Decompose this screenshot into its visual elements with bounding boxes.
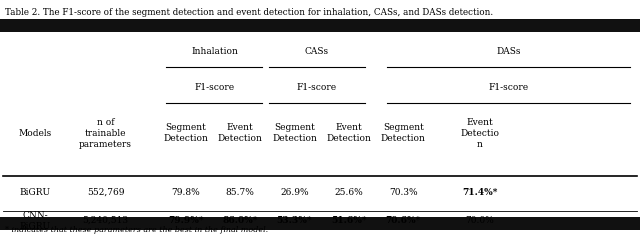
Text: Inhalation: Inhalation — [191, 47, 238, 56]
Text: Segment
Detection: Segment Detection — [163, 123, 208, 143]
Text: CASs: CASs — [305, 47, 329, 56]
Bar — [0, 19, 640, 32]
Text: 70.0%: 70.0% — [466, 216, 494, 225]
Text: F1-score: F1-score — [195, 83, 234, 92]
Bar — [0, 217, 640, 230]
Text: 51.6%*: 51.6%* — [331, 216, 367, 225]
Text: Segment
Detection: Segment Detection — [381, 123, 426, 143]
Text: 26.9%: 26.9% — [280, 188, 308, 197]
Text: BiGRU: BiGRU — [20, 188, 51, 197]
Text: n of
trainable
parameters: n of trainable parameters — [79, 118, 132, 149]
Text: 70.3%: 70.3% — [389, 188, 417, 197]
Text: Event
Detection: Event Detection — [326, 123, 371, 143]
Text: 85.7%: 85.7% — [225, 188, 255, 197]
Text: 5,240,513: 5,240,513 — [83, 216, 129, 225]
Text: DASs: DASs — [497, 47, 521, 56]
Text: 552,769: 552,769 — [87, 188, 124, 197]
Text: Event
Detection: Event Detection — [218, 123, 262, 143]
Text: CNN-
BiGRU: CNN- BiGRU — [20, 211, 51, 231]
Text: Event
Detectio
n: Event Detectio n — [461, 118, 499, 149]
Text: 79.8%: 79.8% — [172, 188, 200, 197]
Text: 70.6%*: 70.6%* — [385, 216, 421, 225]
Text: * indicates that these parameters are the best in the final model.: * indicates that these parameters are th… — [5, 226, 268, 234]
Text: 79.9%*: 79.9%* — [168, 216, 204, 225]
Text: Segment
Detection: Segment Detection — [272, 123, 317, 143]
Text: 86.0%*: 86.0%* — [222, 216, 258, 225]
Text: 71.4%*: 71.4%* — [462, 188, 498, 197]
Text: Table 2. The F1-score of the segment detection and event detection for inhalatio: Table 2. The F1-score of the segment det… — [5, 8, 493, 17]
Text: F1-score: F1-score — [297, 83, 337, 92]
Text: Models: Models — [19, 129, 52, 138]
Text: F1-score: F1-score — [489, 83, 529, 92]
Text: 25.6%: 25.6% — [335, 188, 363, 197]
Text: 53.3%*: 53.3%* — [276, 216, 312, 225]
